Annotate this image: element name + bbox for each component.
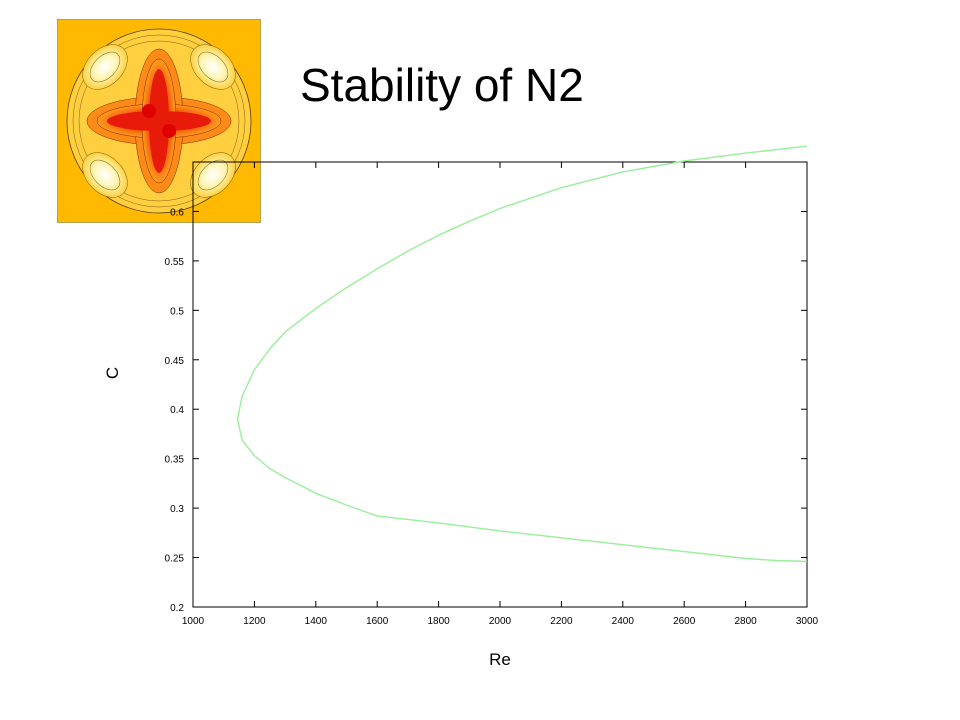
y-tick-label: 0.6: [170, 207, 184, 218]
x-axis: 1000 1200 1400 1600 1800 2000 2200 2400 2600 2800…: [182, 162, 819, 627]
x-tick-label: 2800: [734, 616, 757, 627]
y-axis-title: C: [103, 367, 122, 379]
y-tick-label: 0.4: [170, 405, 184, 416]
x-tick-label: 2600: [673, 616, 696, 627]
y-tick-label: 0.35: [165, 455, 185, 466]
y-tick-label: 0.25: [165, 554, 185, 565]
x-tick-label: 3000: [796, 616, 819, 627]
y-tick-label: 0.2: [170, 603, 184, 614]
x-tick-label: 1400: [305, 616, 328, 627]
contour-plot-icon: [57, 19, 261, 223]
x-tick-label: 1000: [182, 616, 205, 627]
y-tick-label: 0.3: [170, 504, 184, 515]
x-tick-label: 2200: [550, 616, 573, 627]
series-layer: [236, 145, 808, 563]
y-tick-label: 0.55: [165, 257, 185, 268]
plot-border: [192, 161, 808, 608]
x-tick-label: 2400: [612, 616, 635, 627]
x-tick-label: 1800: [427, 616, 450, 627]
x-axis-title: Re: [489, 650, 511, 669]
plot-frame: [192, 161, 808, 608]
y-tick-label: 0.45: [165, 356, 185, 367]
y-tick-label: 0.5: [170, 306, 184, 317]
x-tick-label: 1200: [243, 616, 266, 627]
slide-title: Stability of N2: [300, 59, 584, 111]
x-tick-label: 2000: [489, 616, 512, 627]
x-tick-label: 1600: [366, 616, 389, 627]
series-line-neutral-curve: [236, 145, 808, 563]
y-axis: 0.2 0.25 0.3 0.35 0.4 0.45 0.5 0.55 0.6: [165, 207, 807, 614]
